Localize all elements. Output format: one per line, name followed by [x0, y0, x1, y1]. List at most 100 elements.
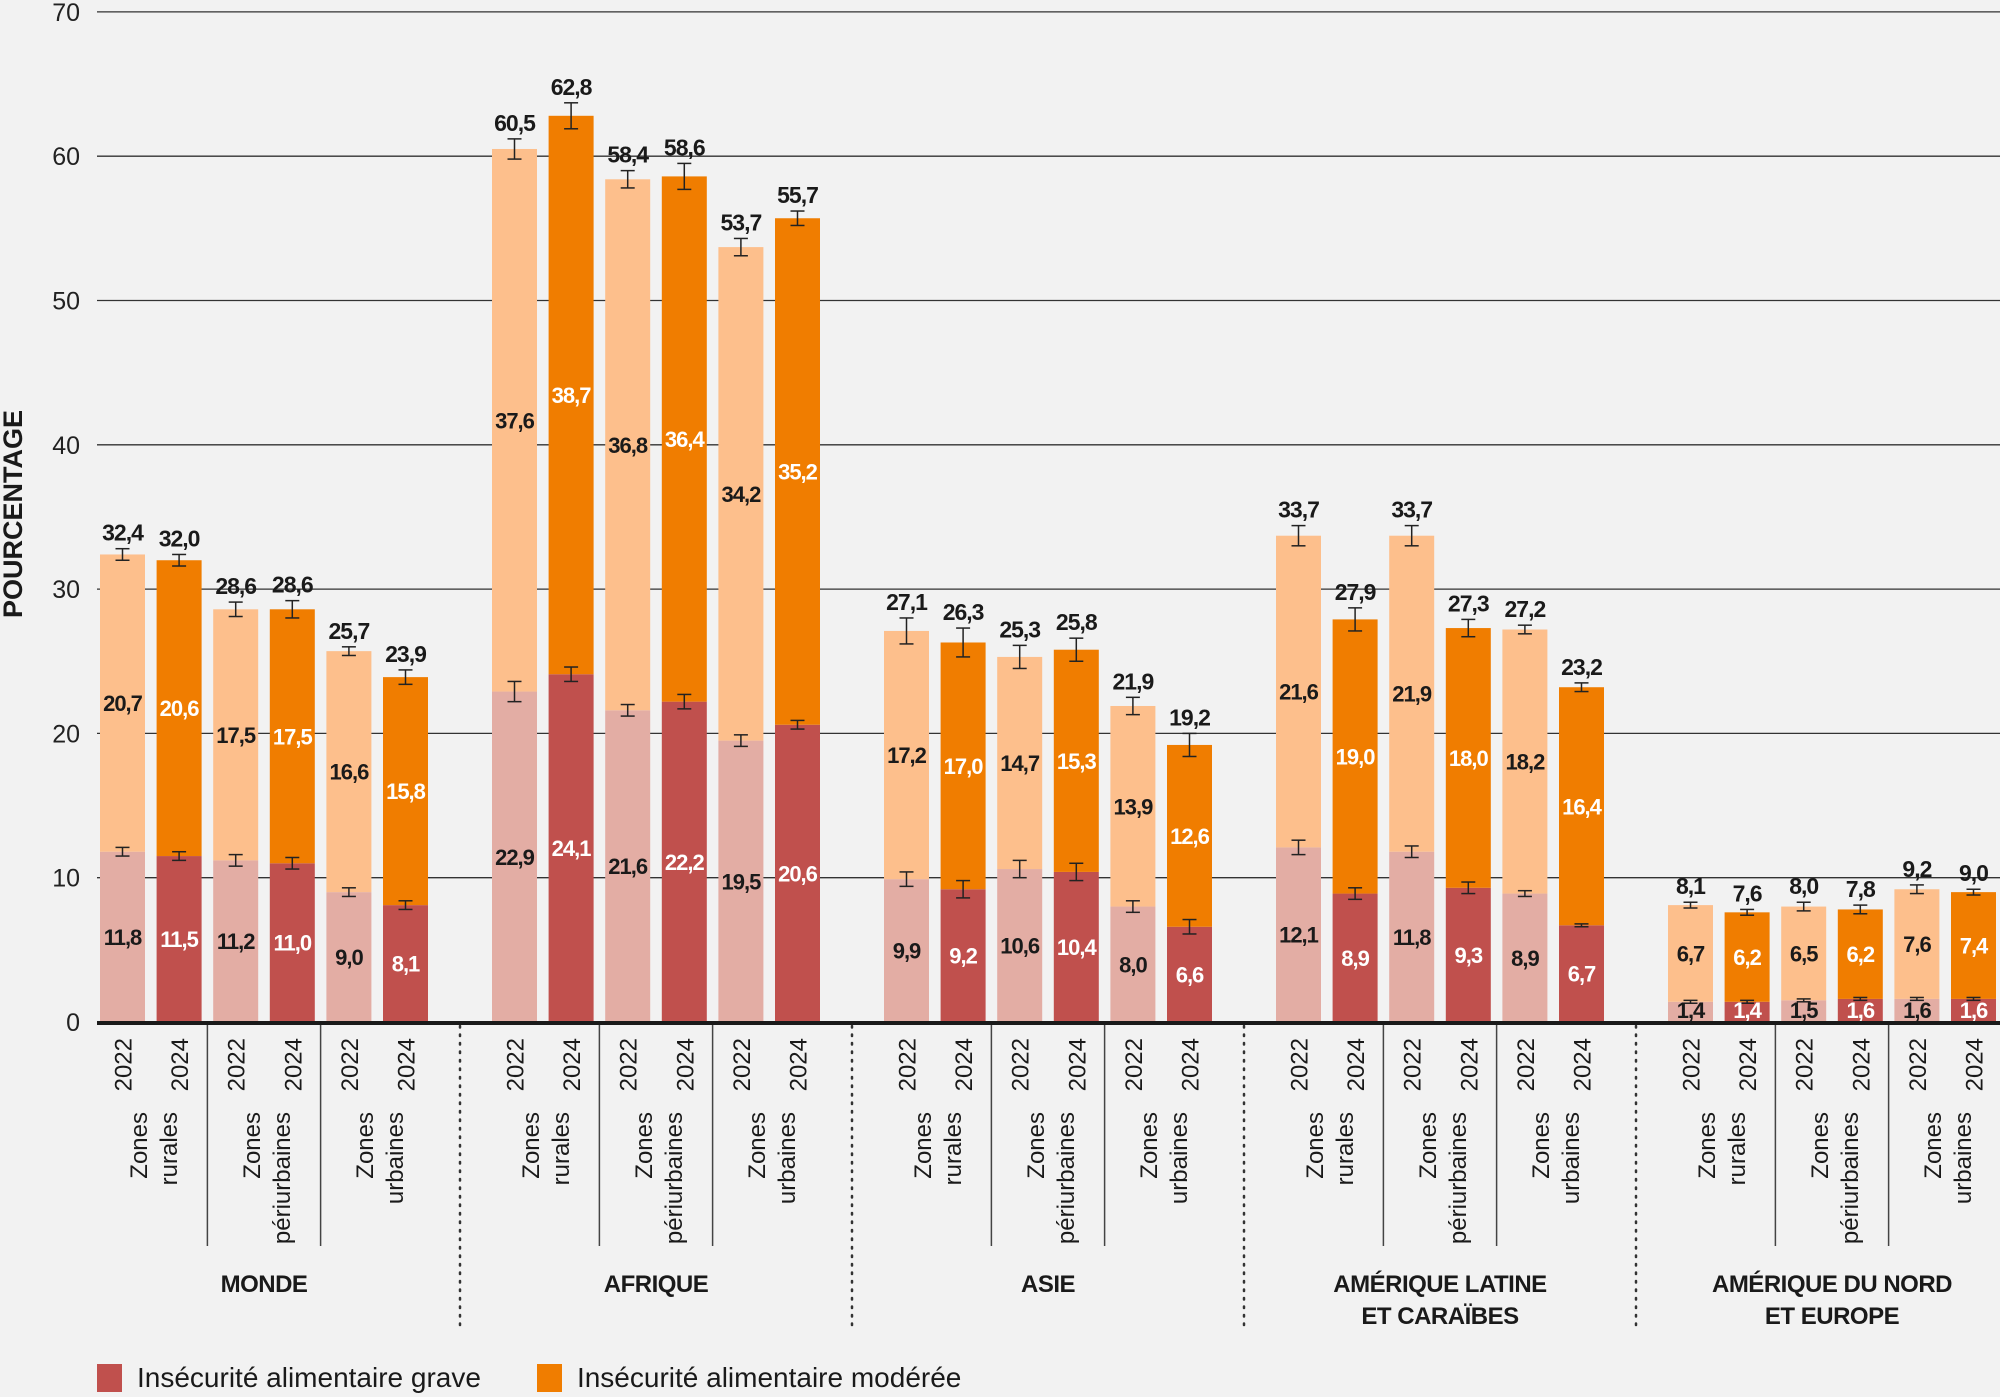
error-bar-grave: [1182, 918, 1197, 935]
data-label-total: 21,9: [1113, 668, 1154, 694]
x-zone-label: Zones périurbaines: [1415, 1112, 1472, 1244]
bar-segment-grave: [213, 860, 259, 1022]
error-bar-grave: [1069, 862, 1084, 882]
region-label-line: ET CARAÏBES: [1361, 1303, 1519, 1330]
x-zone-label-line: rurales: [156, 1112, 183, 1185]
data-label-total: 8,0: [1789, 873, 1818, 899]
data-label-moderee: 38,7: [552, 383, 592, 408]
error-bar-grave: [1966, 996, 1981, 1002]
x-zone-label-line: urbaines: [382, 1112, 409, 1204]
bar-segment-moderee: [1332, 619, 1378, 894]
x-tick-year-2024: 2024: [951, 1038, 978, 1091]
legend-item-grave: Insécurité alimentaire grave: [97, 1362, 481, 1394]
error-bar-total: [1853, 904, 1868, 915]
bar-zones-urbaines-2022: 8,0 13,9 21,9: [1110, 668, 1156, 1022]
data-label-total: 8,1: [1676, 873, 1706, 899]
x-tick-year-2022: 2022: [337, 1038, 364, 1091]
bar-zones-urbaines-2024: 6,7 16,4 23,2: [1559, 654, 1604, 1022]
data-label-grave: 10,6: [1000, 934, 1040, 959]
x-zone-label-line: rurales: [1332, 1112, 1359, 1185]
data-label-moderee: 15,8: [386, 779, 426, 804]
error-bar-total: [956, 627, 971, 658]
y-axis-label: POURCENTAGE: [0, 410, 28, 618]
bar-segment-moderee: [1781, 906, 1827, 1001]
data-label-total: 25,7: [329, 618, 370, 644]
x-tick-year-2022: 2022: [1008, 1038, 1035, 1091]
data-label-grave: 6,7: [1568, 962, 1596, 987]
data-label-grave: 1,6: [1903, 998, 1931, 1023]
data-label-total: 53,7: [721, 209, 762, 235]
bar-segment-grave: [269, 863, 315, 1022]
x-zone-label-line: périurbaines: [269, 1112, 296, 1244]
data-label-total: 28,6: [272, 572, 313, 598]
bar-zones-périurbaines-2022: 11,2 17,5 28,6: [213, 573, 259, 1022]
region-label-line: AMÉRIQUE DU NORD: [1712, 1270, 1952, 1298]
legend-label-moderee: Insécurité alimentaire modérée: [576, 1362, 962, 1393]
data-label-total: 60,5: [494, 110, 536, 136]
error-bar-grave: [285, 856, 300, 870]
legend-swatch-moderee: [536, 1364, 562, 1392]
error-bar-grave: [1291, 839, 1306, 856]
bar-zones-périurbaines-2024: 9,3 18,0 27,3: [1445, 590, 1491, 1022]
bar-zones-urbaines-2024: 1,6 7,4 9,0: [1951, 860, 1996, 1023]
data-label-grave: 11,8: [104, 925, 142, 950]
data-label-grave: 22,2: [665, 850, 705, 875]
data-label-total: 9,0: [1959, 860, 1988, 886]
bar-segment-grave: [940, 889, 986, 1022]
bar-zones-rurales-2022: 12,1 21,6 33,7: [1276, 497, 1321, 1022]
region-group-4: 1,4 6,7 8,1 1,4 6,2 7,6 1,5 6,5 8,0 1,6 6,2 7,8 1,6 7…: [1668, 856, 1996, 1023]
bar-segment-grave: [1837, 998, 1883, 1022]
bar-segment-grave: [1668, 1001, 1713, 1022]
error-bar-total: [564, 102, 579, 130]
data-label-moderee: 7,4: [1960, 934, 1989, 959]
x-tick-year-2022: 2022: [1287, 1038, 1314, 1091]
error-bar-grave: [115, 846, 130, 857]
error-bar-total: [1404, 524, 1419, 547]
bar-segment-moderee: [100, 554, 145, 852]
x-zone-label-line: Zones: [1415, 1112, 1442, 1179]
x-tick-year-2024: 2024: [394, 1038, 421, 1091]
error-bar-grave: [507, 680, 522, 703]
error-bar-grave: [564, 666, 579, 683]
region-label: MONDE: [221, 1271, 308, 1298]
error-bar-total: [341, 646, 356, 657]
x-zone-label-line: Zones: [352, 1112, 379, 1179]
x-zone-label-line: Zones: [1807, 1112, 1834, 1179]
error-bar-grave: [1574, 923, 1589, 928]
data-label-moderee: 12,6: [1170, 824, 1210, 849]
data-label-total: 7,8: [1846, 876, 1876, 902]
x-zone-label-line: rurales: [1724, 1112, 1751, 1185]
x-zone-label-line: urbaines: [1166, 1112, 1193, 1204]
x-zone-label: Zones rurales: [518, 1112, 575, 1185]
data-label-grave: 1,4: [1677, 998, 1706, 1023]
bar-zones-périurbaines-2022: 10,6 14,7 25,3: [997, 616, 1043, 1022]
x-zone-label-line: Zones: [910, 1112, 937, 1179]
bar-zones-urbaines-2024: 20,6 35,2 55,7: [775, 182, 820, 1022]
x-tick-year-2022: 2022: [1513, 1038, 1540, 1091]
x-zone-label: Zones rurales: [1694, 1112, 1751, 1185]
x-tick-year-2024: 2024: [167, 1038, 194, 1091]
data-label-moderee: 6,2: [1847, 942, 1875, 967]
data-label-grave: 8,0: [1119, 952, 1147, 977]
bar-zones-rurales-2024: 11,5 20,6 32,0: [156, 525, 202, 1022]
error-bar-total: [1966, 888, 1981, 896]
data-label-moderee: 14,7: [1000, 751, 1040, 776]
x-zone-label-line: Zones: [1694, 1112, 1721, 1179]
error-bar-total: [1012, 644, 1027, 670]
error-bar-grave: [1461, 881, 1476, 895]
data-label-moderee: 17,5: [273, 724, 313, 749]
bar-zones-rurales-2022: 11,8 20,7 32,4: [100, 520, 145, 1022]
data-label-moderee: 35,2: [778, 459, 818, 484]
bar-zones-rurales-2024: 1,4 6,2 7,6: [1724, 880, 1770, 1023]
bar-zones-urbaines-2022: 8,9 18,2 27,2: [1502, 596, 1548, 1022]
bar-zones-urbaines-2024: 8,1 15,8 23,9: [383, 641, 428, 1022]
x-zone-label-line: urbaines: [774, 1112, 801, 1204]
error-bar-total: [620, 169, 635, 189]
error-bar-total: [507, 138, 522, 160]
data-label-moderee: 6,2: [1733, 945, 1761, 970]
bar-segment-moderee: [1110, 705, 1156, 907]
bar-zones-périurbaines-2024: 1,6 6,2 7,8: [1837, 876, 1883, 1023]
data-label-moderee: 6,5: [1790, 941, 1818, 966]
error-bar-total: [733, 237, 748, 257]
